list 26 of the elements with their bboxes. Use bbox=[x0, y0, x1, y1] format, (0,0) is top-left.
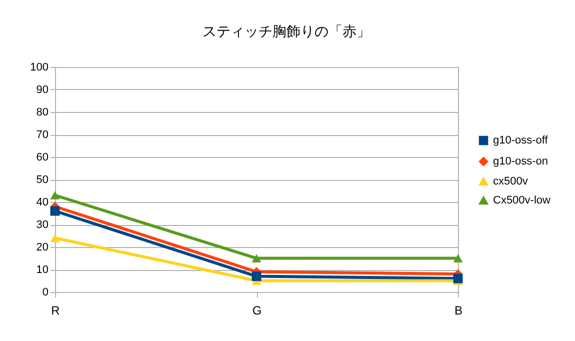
legend-label: g10-oss-off bbox=[493, 134, 549, 146]
x-tick-label: G bbox=[252, 304, 262, 318]
y-tick-label: 40 bbox=[36, 196, 48, 208]
point bbox=[252, 254, 262, 262]
chart-title: スティッチ胸飾りの「赤」 bbox=[202, 24, 370, 40]
y-tick-label: 30 bbox=[36, 219, 48, 231]
y-tick-label: 70 bbox=[36, 129, 48, 141]
y-tick-label: 60 bbox=[36, 152, 48, 164]
y-tick-label: 90 bbox=[36, 84, 48, 96]
point bbox=[453, 274, 463, 284]
y-tick-label: 0 bbox=[42, 286, 48, 298]
point bbox=[50, 206, 60, 216]
y-tick-label: 80 bbox=[36, 106, 48, 118]
point bbox=[50, 191, 60, 200]
y-tick-label: 20 bbox=[36, 242, 48, 254]
point bbox=[252, 272, 262, 281]
point bbox=[50, 234, 60, 242]
x-tick-label: B bbox=[454, 304, 463, 318]
y-tick-label: 10 bbox=[36, 264, 48, 276]
x-tick-label: R bbox=[51, 304, 60, 318]
point bbox=[453, 254, 463, 262]
y-tick-label: 50 bbox=[36, 174, 48, 186]
y-tick-label: 100 bbox=[30, 62, 48, 74]
legend-label: cx500v bbox=[493, 176, 528, 188]
legend-label: g10-oss-on bbox=[493, 156, 548, 168]
legend-label: Cx500v-low bbox=[493, 194, 551, 206]
